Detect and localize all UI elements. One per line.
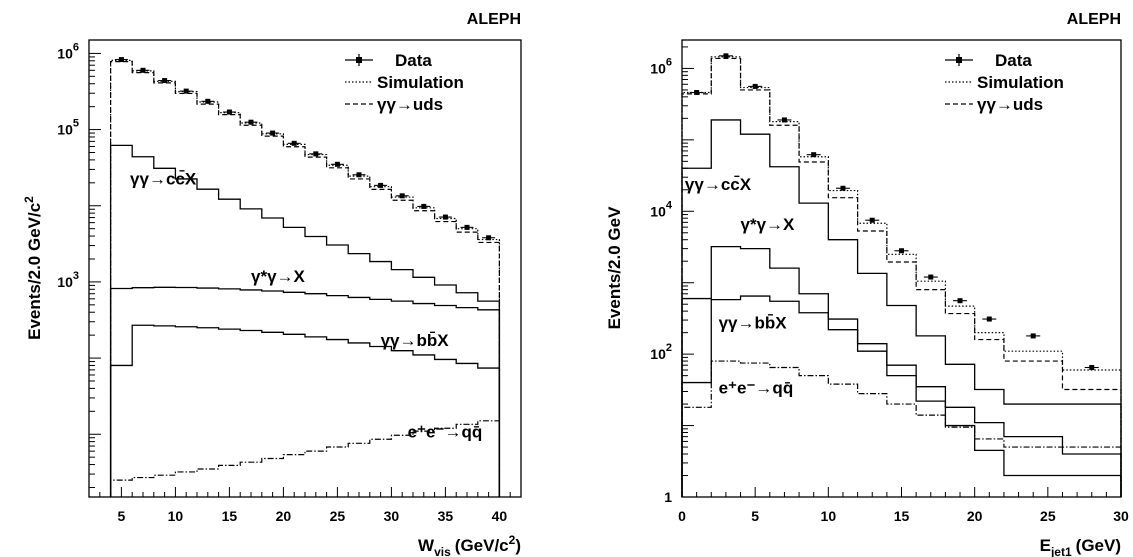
data-point: [781, 117, 787, 123]
x-tick-label: 10: [168, 508, 184, 524]
process-annotation: γγ→cc̄X: [130, 170, 197, 189]
legend-label-uds: γγ→uds: [377, 95, 443, 114]
histogram-series-6: [681, 360, 1122, 497]
legend: Data Simulation γγ→uds: [345, 51, 464, 114]
x-tick-label: 20: [967, 508, 983, 524]
y-tick-label: 106: [650, 56, 672, 76]
data-point: [334, 161, 340, 167]
legend-label-uds: γγ→uds: [977, 95, 1043, 114]
data-point: [957, 298, 963, 304]
data-point: [1089, 365, 1095, 371]
legend-label-data: Data: [995, 51, 1032, 70]
y-tick-label: 103: [57, 270, 79, 290]
data-point: [723, 53, 729, 59]
x-tick-label: 5: [118, 508, 126, 524]
data-point: [118, 57, 124, 63]
experiment-label: ALEPH: [467, 11, 521, 28]
x-tick-label: 30: [1113, 508, 1129, 524]
x-tick-label: 10: [821, 508, 837, 524]
data-point: [248, 119, 254, 125]
histogram-series-5: [109, 324, 501, 497]
histogram-series-3: [109, 144, 501, 497]
y-axis-label: Events/2.0 GeV/c2: [22, 196, 44, 340]
data-point: [356, 172, 362, 178]
data-point: [928, 274, 934, 280]
experiment-label: ALEPH: [1067, 11, 1121, 28]
histogram-series-3: [681, 119, 1122, 497]
histogram-series-2: [681, 57, 1122, 497]
data-point: [399, 193, 405, 199]
x-tick-label: 30: [384, 508, 400, 524]
data-point: [486, 235, 492, 241]
x-tick-label: 35: [438, 508, 454, 524]
x-axis-label: Ejet1 (GeV): [1040, 536, 1121, 557]
y-tick-label: 1: [664, 489, 672, 505]
data-point: [421, 203, 427, 209]
x-tick-label: 40: [492, 508, 508, 524]
data-point: [162, 78, 168, 84]
histogram-series-2: [110, 61, 500, 497]
data-point: [270, 130, 276, 136]
data-point: [205, 98, 211, 104]
legend-label-simulation: Simulation: [377, 73, 464, 92]
data-point: [313, 151, 319, 157]
histogram-series-4: [109, 286, 501, 497]
data-point: [899, 248, 904, 254]
legend-marker-data: [345, 54, 373, 66]
x-tick-label: 25: [1040, 508, 1056, 524]
panel-w-vis: ALEPH γγ→cc̄X γ*γ→X γγ→bb̄X e⁺e⁻→qq̄ 5 10 15 2…: [22, 11, 522, 557]
y-tick-label: 106: [57, 41, 79, 61]
plot-area: γγ→cc̄X γ*γ→X γγ→bb̄X e⁺e⁻→qq̄: [109, 57, 501, 497]
y-tick-label: 105: [57, 118, 79, 138]
process-annotation: γγ→bb̄X: [719, 313, 788, 332]
x-tick-label: 5: [751, 508, 759, 524]
histogram-series-4: [681, 245, 1122, 497]
x-tick-label: 15: [894, 508, 910, 524]
plot-area: γγ→cc̄X γ*γ→X γγ→bb̄X e⁺e⁻→qq̄: [681, 53, 1122, 497]
histogram-series-1: [681, 56, 1122, 497]
process-annotation: e⁺e⁻→qq̄: [719, 379, 794, 398]
legend-marker-data: [945, 54, 973, 66]
x-tick-label: 15: [222, 508, 238, 524]
histogram-series-6: [110, 420, 500, 497]
plot-frame: [681, 39, 1122, 498]
data-point: [226, 109, 232, 115]
x-tick-label: 20: [276, 508, 292, 524]
process-annotation: γγ→bb̄X: [381, 331, 450, 350]
x-tick-label: 0: [678, 508, 686, 524]
axis-ticks: 0 5 10 15 20 25 30 1 102 104 106: [650, 46, 1129, 524]
data-points: [114, 57, 496, 241]
x-tick-label: 25: [330, 508, 346, 524]
y-tick-label: 102: [650, 342, 672, 362]
legend-label-simulation: Simulation: [977, 73, 1064, 92]
data-point: [378, 182, 384, 188]
panel-e-jet1: ALEPH γγ→cc̄X γ*γ→X γγ→bb̄X e⁺e⁻→qq̄ 0 5 10 15…: [605, 11, 1129, 557]
y-tick-label: 104: [650, 199, 673, 219]
data-point: [1030, 333, 1036, 339]
process-annotation: e⁺e⁻→qq̄: [408, 423, 483, 442]
data-point: [752, 83, 758, 89]
data-point: [811, 152, 817, 158]
data-point: [986, 316, 992, 322]
histogram-series-5: [681, 295, 1122, 497]
x-axis-label: Wvis (GeV/c2): [418, 533, 521, 557]
axis-ticks: 5 10 15 20 25 30 35 40 103 105 106: [57, 41, 522, 524]
data-point: [464, 224, 470, 230]
data-point: [442, 214, 448, 220]
process-annotation: γ*γ→X: [251, 267, 306, 286]
process-annotation: γγ→cc̄X: [685, 175, 752, 194]
data-point: [291, 140, 297, 146]
data-point: [694, 90, 700, 96]
y-axis-label: Events/2.0 GeV: [605, 206, 624, 330]
data-point: [840, 185, 846, 191]
process-annotation: γ*γ→X: [741, 215, 796, 234]
data-point: [869, 217, 875, 223]
legend-label-data: Data: [395, 51, 432, 70]
legend: Data Simulation γγ→uds: [945, 51, 1064, 114]
